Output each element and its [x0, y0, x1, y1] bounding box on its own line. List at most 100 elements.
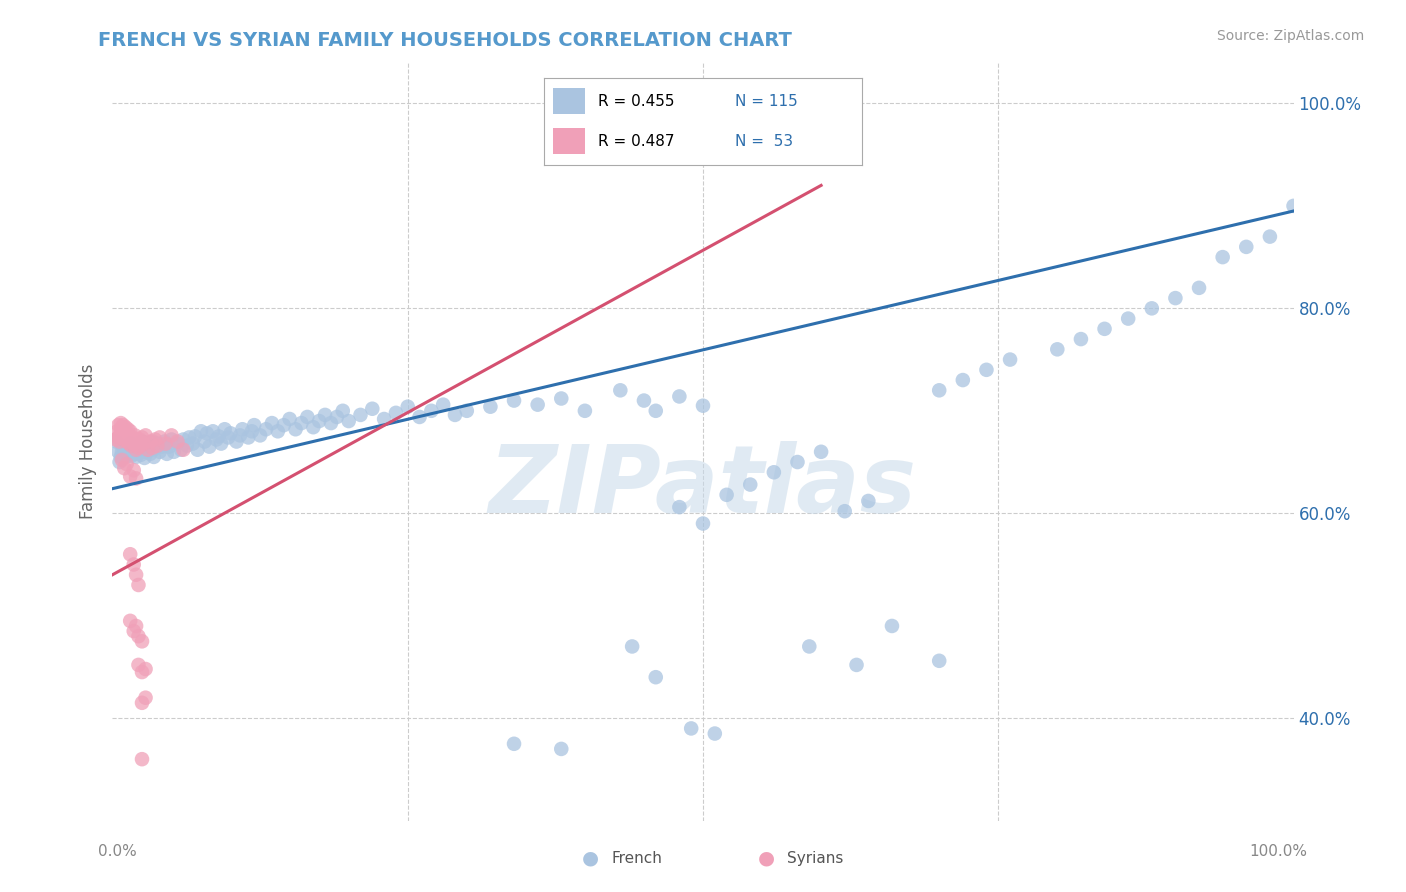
Point [692, 516, 714, 531]
Point [845, 657, 868, 672]
Point [112, 442, 135, 457]
Point [127, 578, 149, 592]
Point [112, 440, 135, 454]
Point [110, 450, 132, 464]
Point [131, 634, 153, 648]
Point [1212, 250, 1234, 264]
Point [166, 436, 188, 450]
Point [122, 436, 145, 450]
Point [131, 752, 153, 766]
Point [117, 430, 139, 444]
Point [146, 436, 169, 450]
Point [127, 441, 149, 455]
Point [160, 428, 183, 442]
Point [928, 654, 950, 668]
Point [131, 430, 153, 444]
Point [692, 399, 714, 413]
Point [129, 439, 152, 453]
Point [201, 425, 224, 439]
Point [117, 447, 139, 461]
Point [135, 436, 157, 450]
Point [479, 400, 502, 414]
Point [127, 629, 149, 643]
Point [129, 448, 152, 462]
Point [1116, 311, 1139, 326]
Text: ●: ● [758, 848, 775, 868]
Point [810, 444, 832, 458]
Point [156, 447, 179, 461]
Point [122, 447, 145, 461]
Point [135, 428, 157, 442]
Point [124, 444, 146, 458]
Point [609, 384, 631, 398]
Point [132, 436, 155, 450]
Point [112, 433, 135, 447]
Point [176, 439, 198, 453]
Point [1164, 291, 1187, 305]
Point [503, 737, 526, 751]
Point [385, 406, 408, 420]
Point [142, 450, 165, 464]
Point [125, 471, 148, 485]
Point [503, 393, 526, 408]
Point [114, 420, 136, 434]
Point [120, 547, 142, 561]
Point [125, 450, 148, 464]
Point [131, 665, 153, 679]
Point [668, 500, 690, 515]
Point [716, 488, 738, 502]
Text: ZIPatlas: ZIPatlas [489, 441, 917, 533]
Point [107, 444, 129, 458]
Point [127, 442, 149, 456]
Point [107, 418, 129, 433]
Point [115, 457, 138, 471]
Point [118, 428, 141, 442]
Point [163, 444, 186, 458]
Point [141, 440, 163, 454]
Point [125, 567, 148, 582]
Point [1188, 281, 1211, 295]
Point [633, 393, 655, 408]
Point [284, 422, 307, 436]
Point [278, 412, 301, 426]
Point [273, 418, 295, 433]
Point [146, 439, 169, 453]
Point [127, 434, 149, 449]
Text: FRENCH VS SYRIAN FAMILY HOUSEHOLDS CORRELATION CHART: FRENCH VS SYRIAN FAMILY HOUSEHOLDS CORRE… [98, 31, 793, 50]
Point [110, 416, 132, 430]
Point [157, 440, 180, 454]
Point [681, 722, 703, 736]
Point [195, 426, 218, 441]
Point [121, 441, 143, 455]
Point [420, 404, 443, 418]
Point [786, 455, 808, 469]
Point [319, 416, 342, 430]
Point [976, 363, 998, 377]
Point [574, 404, 596, 418]
Point [135, 662, 157, 676]
Point [219, 426, 242, 441]
Point [1046, 343, 1069, 357]
Point [326, 409, 349, 424]
Point [120, 469, 142, 483]
Point [112, 418, 135, 433]
Point [456, 404, 478, 418]
Point [114, 428, 136, 442]
Point [190, 425, 212, 439]
Point [114, 450, 136, 464]
Point [108, 428, 131, 442]
Point [762, 465, 785, 479]
Point [112, 426, 135, 441]
Point [238, 430, 260, 444]
Point [105, 434, 128, 449]
Point [254, 422, 277, 436]
Point [1234, 240, 1257, 254]
Point [302, 420, 325, 434]
Point [214, 422, 236, 436]
Point [1282, 199, 1305, 213]
Point [880, 619, 903, 633]
Point [155, 436, 177, 450]
Point [118, 436, 141, 450]
Point [120, 439, 142, 453]
Point [179, 430, 201, 444]
